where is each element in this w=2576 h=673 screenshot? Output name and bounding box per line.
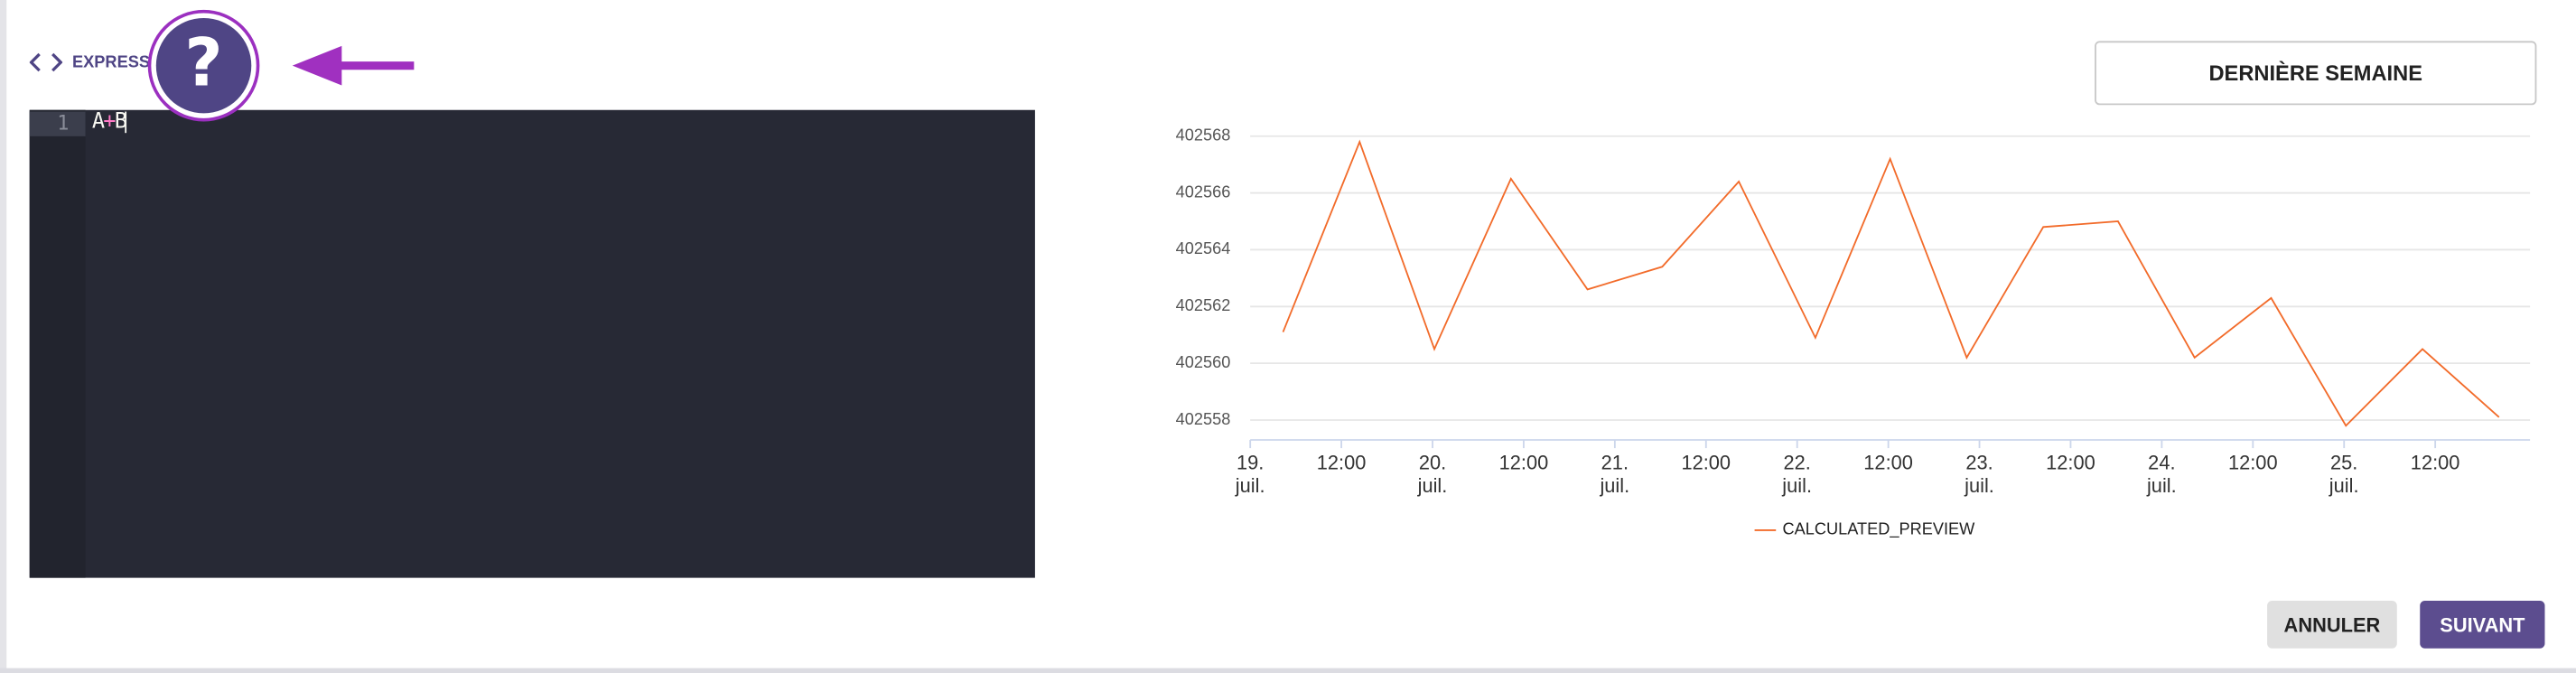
x-tick-label: 19. juil. [1235, 451, 1265, 498]
x-tick-label: 22. juil. [1782, 451, 1813, 498]
code-icon [29, 52, 63, 72]
y-tick-label: 402564 [1176, 239, 1231, 257]
x-tick-label: 25. juil. [2329, 451, 2359, 498]
cancel-button[interactable]: ANNULER [2267, 601, 2397, 649]
x-tick-label: 20. juil. [1417, 451, 1448, 498]
data-line [1282, 139, 2500, 427]
x-tick-label: 12:00 [2046, 451, 2095, 475]
help-callout: ? [147, 9, 415, 122]
left-border [0, 0, 7, 673]
period-button[interactable]: DERNIÈRE SEMAINE [2095, 41, 2537, 106]
x-tick-label: 12:00 [2227, 451, 2278, 475]
code-line: A+B [92, 110, 127, 135]
code-token: + [103, 109, 116, 136]
y-tick-label: 402560 [1176, 353, 1231, 371]
x-tick-label: 12:00 [1681, 451, 1731, 475]
y-tick-label: 402566 [1176, 182, 1231, 201]
y-tick-label: 402562 [1176, 296, 1231, 314]
next-button[interactable]: SUIVANT [2420, 601, 2545, 649]
code-token: A [91, 109, 105, 136]
line-number: 1 [57, 111, 70, 136]
x-tick-label: 24. juil. [2146, 451, 2177, 498]
arrow-head [292, 45, 342, 86]
cursor [126, 111, 127, 134]
x-tick-label: 12:00 [1498, 451, 1549, 475]
svg-text:?: ? [184, 25, 222, 102]
x-tick-label: 23. juil. [1965, 451, 1994, 498]
y-tick-label: 402568 [1176, 126, 1231, 145]
x-tick-label: 12:00 [1316, 451, 1367, 475]
y-tick-label: 402558 [1176, 410, 1231, 428]
code-editor[interactable] [29, 109, 1035, 578]
code-token: B [114, 109, 127, 136]
bottom-border [0, 668, 2576, 673]
gutter [29, 109, 86, 578]
legend-label: CALCULATED_PREVIEW [1783, 520, 1976, 539]
active-line-gutter [29, 111, 86, 136]
x-tick-label: 21. juil. [1600, 451, 1630, 498]
x-tick-label: 12:00 [1863, 451, 1913, 475]
x-tick-label: 12:00 [2410, 451, 2460, 475]
help-button[interactable] [155, 17, 252, 114]
